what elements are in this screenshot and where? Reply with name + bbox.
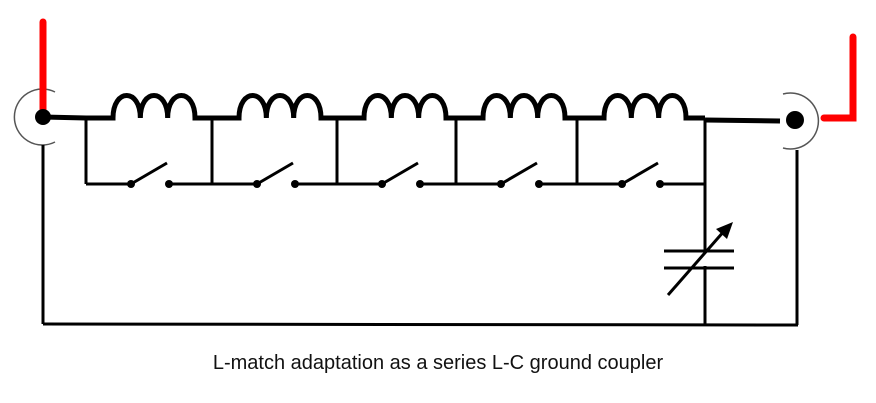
variable-arrow-shaft: [666, 229, 727, 296]
switch-3-blade: [381, 161, 419, 186]
inductor-3: [337, 93, 456, 121]
inductor-1: [86, 93, 212, 121]
switch-contact-right: [291, 180, 299, 188]
right-antenna-lead: [820, 33, 857, 122]
switch-contact-right: [416, 180, 424, 188]
right-side: [41, 33, 857, 327]
switch-1-blade: [130, 161, 168, 186]
left-connector-ring: [13, 88, 56, 146]
switch-4-blade: [500, 161, 538, 186]
left-feed-wire: [42, 114, 87, 121]
diagram-caption: L-match adaptation as a series L-C groun…: [212, 352, 664, 374]
inductor-chain: [84, 93, 705, 188]
switch-2-blade: [256, 161, 294, 186]
switch-contact-right: [165, 180, 173, 188]
switch-5-blade: [621, 161, 659, 186]
right-feed-wire: [704, 117, 781, 124]
inductor-5: [577, 93, 705, 121]
ground-return-wire: [42, 322, 799, 327]
left-connector: [13, 18, 87, 146]
variable-arrow-head-icon: [716, 222, 733, 239]
switch-contact-right: [535, 180, 543, 188]
right-connector-ring: [782, 92, 820, 150]
switch-contact-right: [656, 180, 664, 188]
inductor-4: [456, 93, 577, 121]
right-connector-pin: [786, 111, 804, 129]
inductor-2: [212, 93, 337, 121]
